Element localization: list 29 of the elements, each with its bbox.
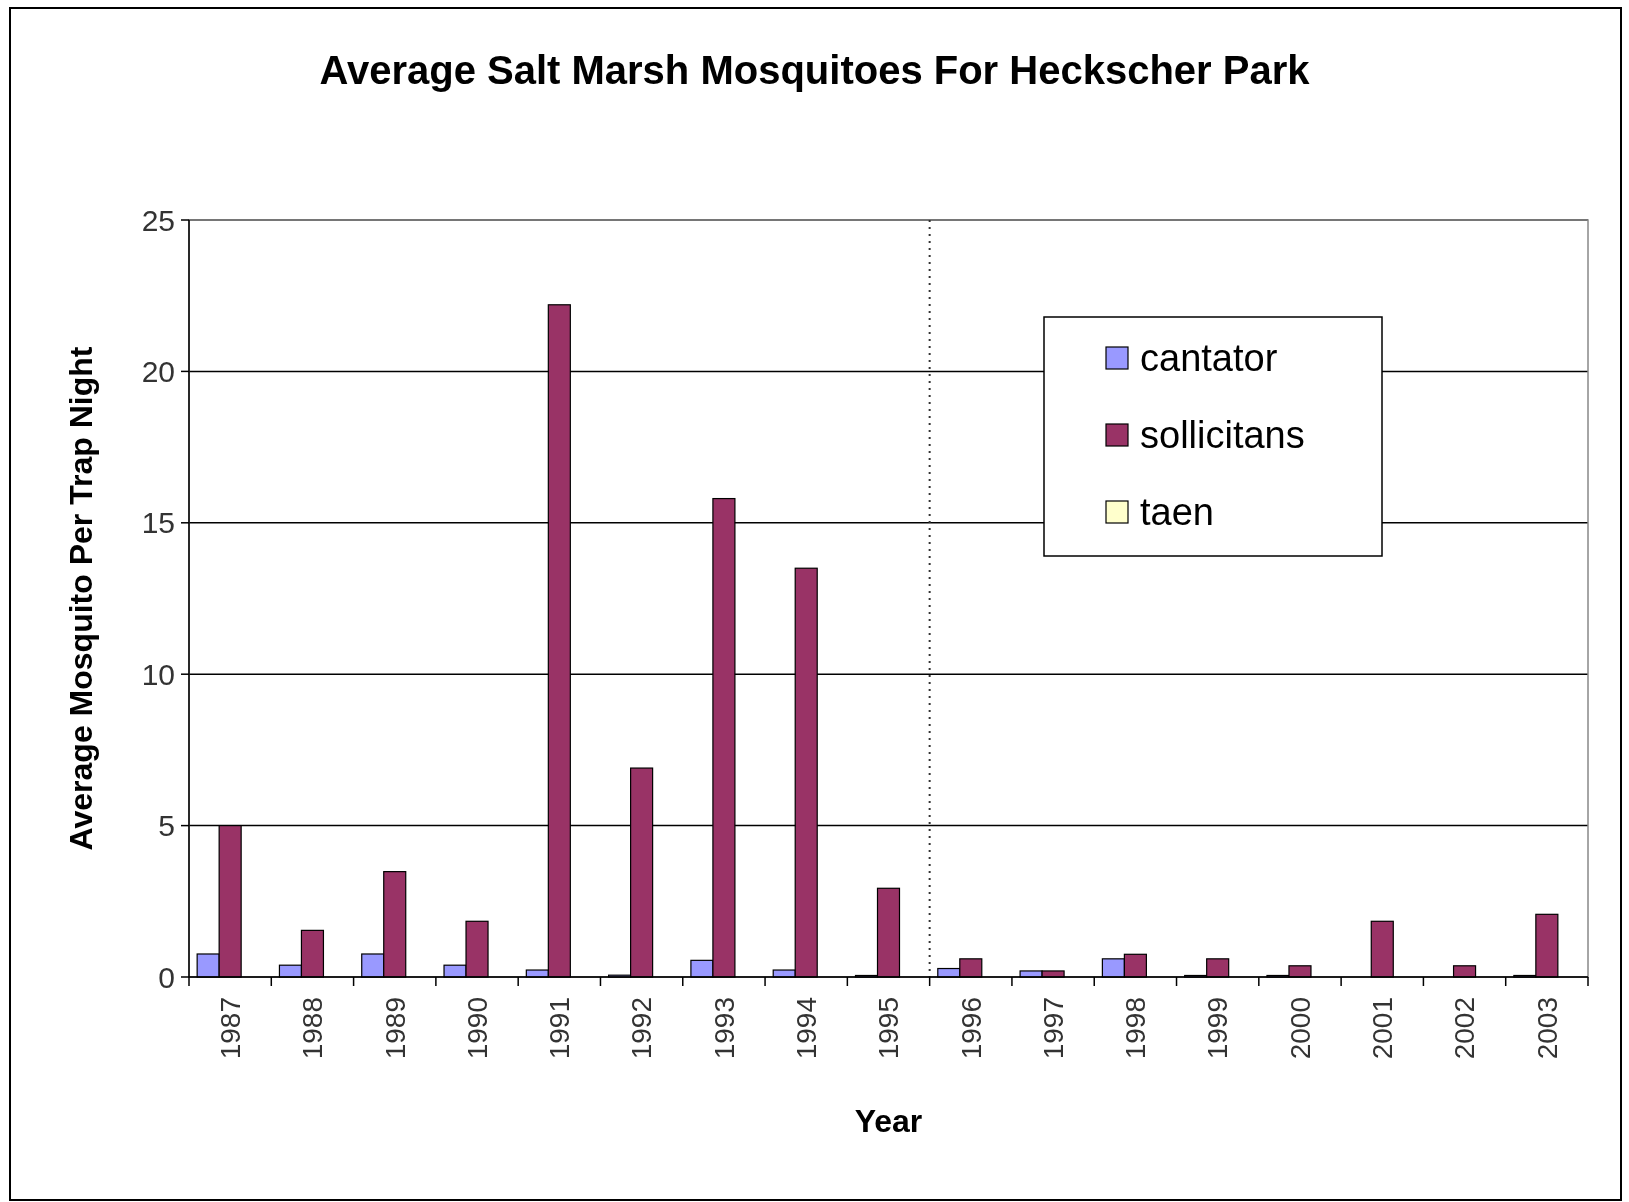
x-tick-label: 2003 <box>1531 997 1563 1060</box>
x-tick-label: 1994 <box>791 997 823 1060</box>
y-tick-label: 15 <box>141 506 175 540</box>
legend-label: sollicitans <box>1140 414 1305 457</box>
x-tick-label: 2001 <box>1367 997 1399 1060</box>
y-tick-label: 0 <box>158 960 175 994</box>
legend-label: taen <box>1140 491 1214 534</box>
x-tick-label: 1991 <box>544 997 576 1060</box>
x-tick-label: 1999 <box>1202 997 1234 1060</box>
x-tick-label: 1997 <box>1037 997 1069 1060</box>
x-tick-label: 1996 <box>955 997 987 1060</box>
x-tick-label: 1998 <box>1120 997 1152 1060</box>
x-tick-label: 1993 <box>708 997 740 1060</box>
x-tick-label: 1988 <box>297 997 329 1060</box>
y-tick-label: 5 <box>158 809 175 843</box>
x-tick-label: 1995 <box>873 997 905 1060</box>
x-tick-label: 2000 <box>1284 997 1316 1060</box>
x-axis-title: Year <box>854 1103 923 1139</box>
legend-label: cantator <box>1140 337 1278 380</box>
y-axis-title: Average Mosquito Per Trap Night <box>63 346 99 851</box>
x-tick-label: 1992 <box>626 997 658 1060</box>
y-tick-label: 20 <box>141 354 175 388</box>
chart-title: Average Salt Marsh Mosquitoes For Heckscher Park <box>319 48 1311 92</box>
x-tick-label: 1987 <box>214 997 246 1060</box>
y-tick-label: 25 <box>141 203 175 237</box>
y-tick-label: 10 <box>141 657 175 691</box>
x-tick-label: 2002 <box>1449 997 1481 1060</box>
x-tick-label: 1990 <box>461 997 493 1060</box>
x-tick-label: 1989 <box>379 997 411 1060</box>
